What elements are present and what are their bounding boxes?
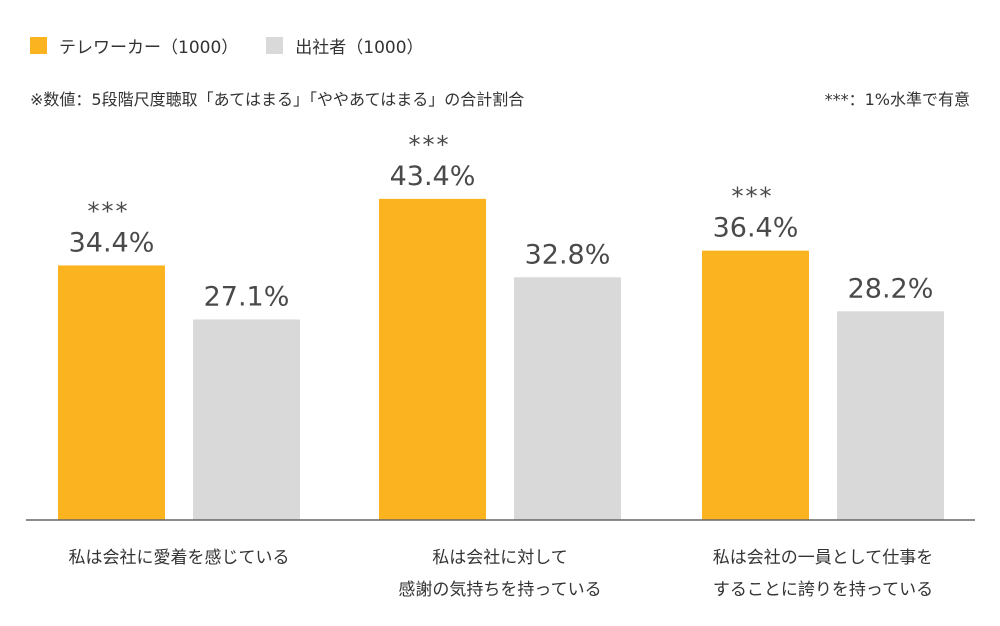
legend-item-teleworker: テレワーカー（1000） (30, 33, 238, 58)
category-label: することに誇りを持っている (713, 580, 933, 600)
data-label: 36.4% (713, 213, 799, 244)
data-label: 34.4% (69, 227, 155, 258)
category-label: 私は会社に愛着を感じている (69, 548, 290, 568)
category-label: 私は会社に対して (432, 548, 568, 568)
bar-office (514, 277, 621, 520)
category-label: 私は会社の一員として仕事を (713, 548, 934, 568)
bar-office (837, 311, 944, 520)
legend-item-office: 出社者（1000） (266, 33, 424, 58)
legend-swatch-office (266, 37, 284, 54)
data-label: 32.8% (525, 239, 611, 270)
legend-swatch-teleworker (30, 37, 47, 54)
legend-label-teleworker: テレワーカー（1000） (59, 38, 239, 58)
legend: テレワーカー（1000） 出社者（1000） (30, 33, 452, 58)
bar-office (193, 319, 300, 520)
note-method: ※数値：5段階尺度聴取「あてはまる」「ややあてはまる」の合計割合 (30, 90, 525, 109)
category-label: 感謝の気持ちを持っている (398, 580, 601, 600)
data-label: 27.1% (204, 281, 290, 312)
data-label: 43.4% (390, 161, 476, 192)
bar-teleworker (379, 198, 486, 520)
significance-marker: *** (732, 183, 774, 211)
legend-label-office: 出社者（1000） (295, 38, 424, 58)
note-significance: ***：1%水準で有意 (824, 90, 970, 109)
bar-teleworker (58, 265, 165, 520)
data-label: 28.2% (848, 273, 934, 304)
bar-teleworker (702, 250, 809, 520)
significance-marker: *** (409, 131, 451, 159)
significance-marker: *** (88, 197, 130, 225)
